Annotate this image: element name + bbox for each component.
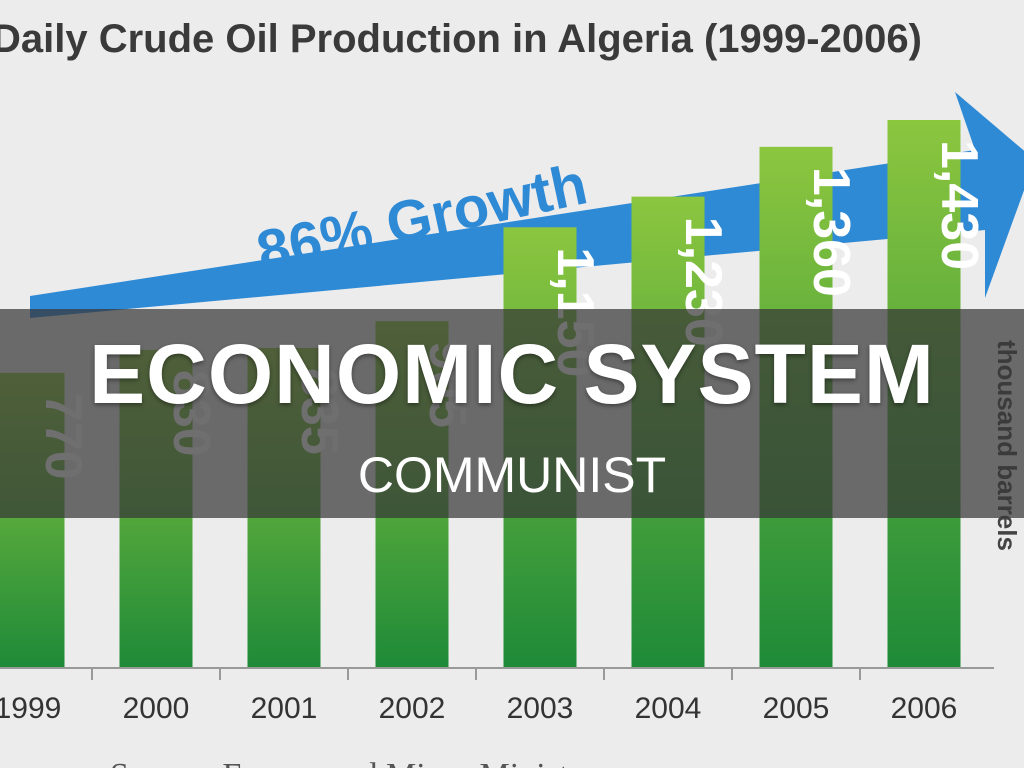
overlay-title: ECONOMIC SYSTEM <box>89 327 935 421</box>
x-tick-label-2001: 2001 <box>251 692 318 725</box>
x-tick-label-1999: 1999 <box>0 692 61 725</box>
growth-arrow <box>30 92 1024 318</box>
x-tick-label-2003: 2003 <box>507 692 574 725</box>
x-tick-label-2002: 2002 <box>379 692 446 725</box>
overlay-subtitle: COMMUNIST <box>357 447 667 503</box>
x-tick-label-2006: 2006 <box>891 692 958 725</box>
x-axis-tick-labels: 1999 2000 2001 2002 2003 2004 2005 2006 <box>0 692 957 725</box>
chart-title: Daily Crude Oil Production in Algeria (1… <box>0 17 922 61</box>
x-tick-label-2004: 2004 <box>635 692 702 725</box>
x-tick-label-2000: 2000 <box>123 692 190 725</box>
bar-value-label-2005: 1,360 <box>802 167 860 297</box>
bar-value-label-2006: 1,430 <box>930 140 988 270</box>
title-overlay-band <box>0 309 1024 518</box>
x-tick-label-2005: 2005 <box>763 692 830 725</box>
x-axis-ticks <box>91 668 861 680</box>
source-note: Source: Energy and Mines Ministry <box>110 757 597 768</box>
